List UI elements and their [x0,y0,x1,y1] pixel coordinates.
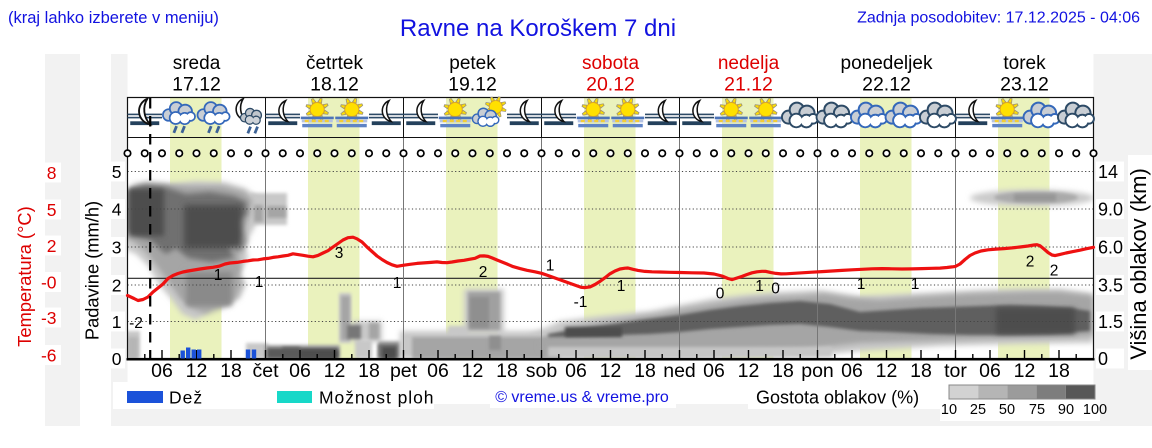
svg-text:1: 1 [112,312,122,332]
svg-text:© vreme.us & vreme.pro: © vreme.us & vreme.pro [495,389,669,406]
svg-text:18: 18 [496,360,518,382]
svg-text:četrtek: četrtek [306,53,364,74]
svg-text:2: 2 [47,236,57,256]
svg-text:18: 18 [1048,360,1070,382]
svg-text:14: 14 [1098,162,1118,182]
svg-text:12: 12 [876,360,898,382]
svg-text:tor: tor [944,360,967,382]
svg-text:21.12: 21.12 [724,73,773,95]
svg-text:50: 50 [999,402,1015,418]
svg-text:10: 10 [941,402,957,418]
svg-text:8: 8 [47,163,57,183]
svg-text:2: 2 [479,264,488,281]
svg-text:Zadnja posodobitev: 17.12.2025: Zadnja posodobitev: 17.12.2025 - 04:06 [857,10,1140,27]
svg-text:12: 12 [600,360,622,382]
svg-text:22.12: 22.12 [862,73,911,95]
svg-text:-3: -3 [41,308,57,328]
svg-text:12: 12 [462,360,484,382]
svg-text:1: 1 [755,278,764,295]
svg-text:pon: pon [801,360,834,382]
svg-text:sreda: sreda [173,53,221,74]
svg-text:0: 0 [1098,349,1108,369]
svg-text:Možnost ploh: Možnost ploh [319,388,435,408]
svg-text:90: 90 [1058,402,1074,418]
svg-text:18.12: 18.12 [310,73,359,95]
svg-text:0: 0 [771,281,780,298]
svg-text:18: 18 [910,360,932,382]
svg-text:6.0: 6.0 [1098,237,1123,257]
svg-text:3.5: 3.5 [1098,275,1123,295]
svg-text:3: 3 [335,245,344,262]
svg-text:0: 0 [112,349,122,369]
svg-text:12: 12 [324,360,346,382]
svg-text:06: 06 [841,360,863,382]
svg-text:06: 06 [565,360,587,382]
svg-text:-0: -0 [41,272,57,292]
svg-text:ned: ned [663,360,696,382]
svg-text:Gostota oblakov (%): Gostota oblakov (%) [756,388,919,408]
svg-text:1: 1 [214,267,223,284]
svg-text:(kraj lahko izberete v meniju): (kraj lahko izberete v meniju) [8,9,219,27]
svg-text:petek: petek [449,53,496,74]
svg-text:sobota: sobota [582,53,639,74]
svg-text:18: 18 [772,360,794,382]
svg-text:06: 06 [703,360,725,382]
svg-text:18: 18 [358,360,380,382]
svg-text:1: 1 [255,274,264,291]
svg-text:1.5: 1.5 [1098,312,1123,332]
svg-text:100: 100 [1083,402,1107,418]
svg-text:1: 1 [617,278,626,295]
svg-text:nedelja: nedelja [718,53,780,74]
svg-text:ponedeljek: ponedeljek [841,53,933,74]
svg-text:25: 25 [970,402,986,418]
svg-text:12: 12 [738,360,760,382]
svg-text:1: 1 [546,258,555,275]
svg-text:5: 5 [47,200,57,220]
svg-text:12: 12 [1014,360,1036,382]
svg-text:Dež: Dež [169,388,203,408]
svg-text:06: 06 [979,360,1001,382]
svg-text:19.12: 19.12 [448,73,497,95]
svg-text:4: 4 [112,199,122,219]
svg-text:torek: torek [1003,53,1046,74]
svg-text:3: 3 [112,237,122,257]
svg-text:sob: sob [526,360,558,382]
svg-text:2: 2 [1050,263,1059,280]
svg-text:17.12: 17.12 [172,73,221,95]
svg-text:0: 0 [716,286,725,303]
svg-text:-1: -1 [574,294,588,311]
svg-text:20.12: 20.12 [586,73,635,95]
svg-text:1: 1 [857,276,866,293]
svg-text:Ravne na Koroškem 7 dni: Ravne na Koroškem 7 dni [400,15,676,42]
svg-text:pet: pet [390,360,418,382]
svg-text:čet: čet [252,360,279,382]
svg-text:12: 12 [186,360,208,382]
svg-text:-6: -6 [41,345,57,365]
svg-text:Temperatura (°C): Temperatura (°C) [14,206,35,346]
svg-text:06: 06 [427,360,449,382]
svg-text:1: 1 [911,276,920,293]
svg-text:23.12: 23.12 [1000,73,1049,95]
svg-text:2: 2 [112,275,122,295]
svg-text:9.0: 9.0 [1098,199,1123,219]
svg-text:2: 2 [1026,254,1035,271]
svg-text:06: 06 [289,360,311,382]
svg-text:Višina oblakov (km): Višina oblakov (km) [1126,168,1151,360]
svg-text:18: 18 [634,360,656,382]
svg-text:-2: -2 [129,315,143,332]
svg-text:18: 18 [220,360,242,382]
svg-text:Padavine (mm/h): Padavine (mm/h) [82,201,103,340]
svg-text:5: 5 [112,162,122,182]
svg-text:06: 06 [151,360,173,382]
svg-text:75: 75 [1029,402,1045,418]
svg-text:1: 1 [393,275,402,292]
